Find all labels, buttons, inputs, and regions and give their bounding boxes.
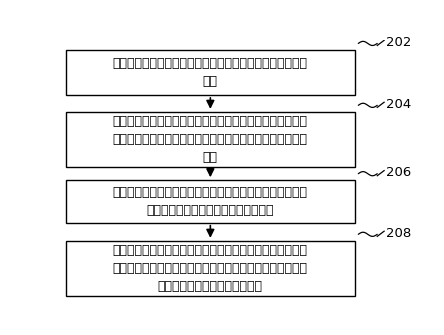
Bar [66,241,355,296]
Text: 202: 202 [386,36,411,49]
Text: 当洗衣机类型为第二类型时，根据洗衣房视频判断第二类型
的各个第二洗衣机位置处是否存在行人: 当洗衣机类型为第二类型时，根据洗衣房视频判断第二类型 的各个第二洗衣机位置处是否… [113,186,308,217]
Text: 获取采集的洗衣房视频，并根据洗衣房视频确定各个洗衣机
类型: 获取采集的洗衣房视频，并根据洗衣房视频确定各个洗衣机 类型 [113,57,308,88]
Text: 208: 208 [386,226,411,240]
Text: 当洗衣机类型为第一类型时，根据洗衣房视频对第一类型的
各个第一洗衣机进行检测，并得到各个第一洗衣机的洗衣机
状态: 当洗衣机类型为第一类型时，根据洗衣房视频对第一类型的 各个第一洗衣机进行检测，并… [113,115,308,164]
Bar [66,112,355,167]
Text: 204: 204 [386,97,411,111]
Bar [66,180,355,223]
Text: 206: 206 [386,166,411,179]
Bar [66,50,355,95]
Text: 当第二洗衣机位置处存在行人时，根据洗衣房视频进行行人
行为检测，得到行人行为检测结果，并根据行人行为检测结
果得到第二洗衣机的洗衣机状态: 当第二洗衣机位置处存在行人时，根据洗衣房视频进行行人 行为检测，得到行人行为检测… [113,244,308,293]
